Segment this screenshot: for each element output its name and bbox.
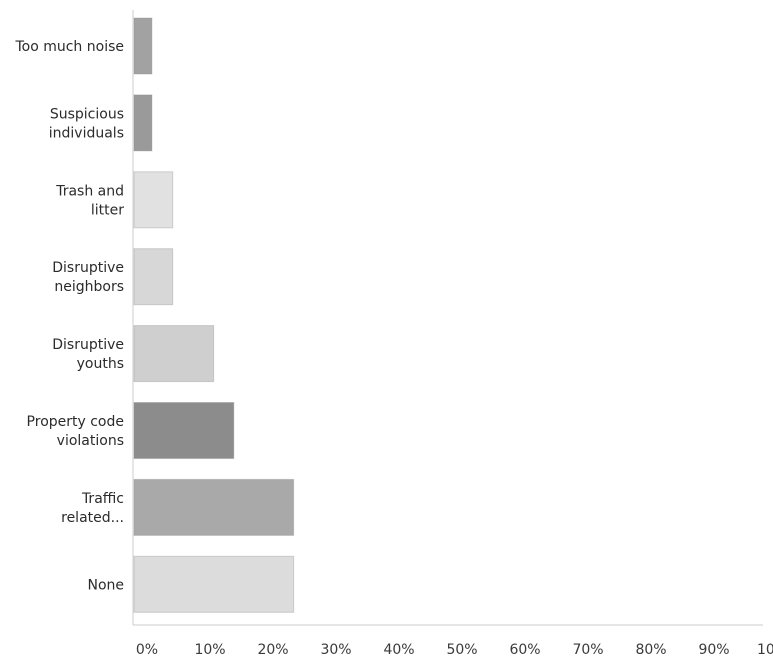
bar: [133, 248, 174, 306]
bar: [133, 17, 153, 75]
x-tick-label: 50%: [446, 642, 477, 658]
category-label-line: Disruptive: [52, 260, 124, 276]
category-label: Too much noise: [14, 39, 124, 55]
category-label: Trash and litter: [55, 183, 124, 218]
category-labels: Too much noise Suspicious individuals Trash…: [14, 39, 124, 593]
x-tick-label: 20%: [257, 642, 288, 658]
x-tick-label: 30%: [320, 642, 351, 658]
category-label-line: Disruptive: [52, 337, 124, 353]
bar: [133, 478, 295, 536]
category-label-line: Too much noise: [14, 39, 124, 55]
bar: [133, 94, 153, 152]
category-label-line: Property code: [27, 414, 124, 430]
category-label: Traffic related...: [61, 491, 124, 526]
category-label: Suspicious individuals: [49, 106, 124, 141]
x-tick-label: 100%: [757, 642, 773, 658]
category-label-line: Trash and: [55, 183, 124, 199]
category-label: Disruptive youths: [52, 337, 124, 372]
category-label: Property code violations: [27, 414, 124, 449]
x-tick-label: 0%: [136, 642, 158, 658]
category-label: None: [87, 577, 124, 593]
category-label-line: related...: [61, 510, 124, 526]
bar: [133, 555, 295, 613]
category-label-line: None: [87, 577, 124, 593]
category-label: Disruptive neighbors: [52, 260, 124, 295]
x-tick-label: 60%: [509, 642, 540, 658]
x-tick-label: 10%: [194, 642, 225, 658]
bar: [133, 325, 215, 383]
category-label-line: Suspicious: [50, 106, 124, 122]
category-label-line: litter: [91, 202, 124, 218]
x-tick-labels: 0% 10% 20% 30% 40% 50% 60% 70% 80% 90% 100%: [136, 642, 773, 658]
category-label-line: violations: [57, 433, 124, 449]
category-label-line: individuals: [49, 125, 124, 141]
x-tick-label: 90%: [698, 642, 729, 658]
x-tick-label: 40%: [383, 642, 414, 658]
bar: [133, 171, 174, 229]
x-tick-label: 70%: [572, 642, 603, 658]
x-tick-label: 80%: [635, 642, 666, 658]
bars-group: [133, 17, 295, 613]
category-label-line: Traffic: [81, 491, 124, 507]
category-label-line: neighbors: [54, 279, 124, 295]
category-label-line: youths: [77, 356, 124, 372]
bar: [133, 402, 235, 459]
